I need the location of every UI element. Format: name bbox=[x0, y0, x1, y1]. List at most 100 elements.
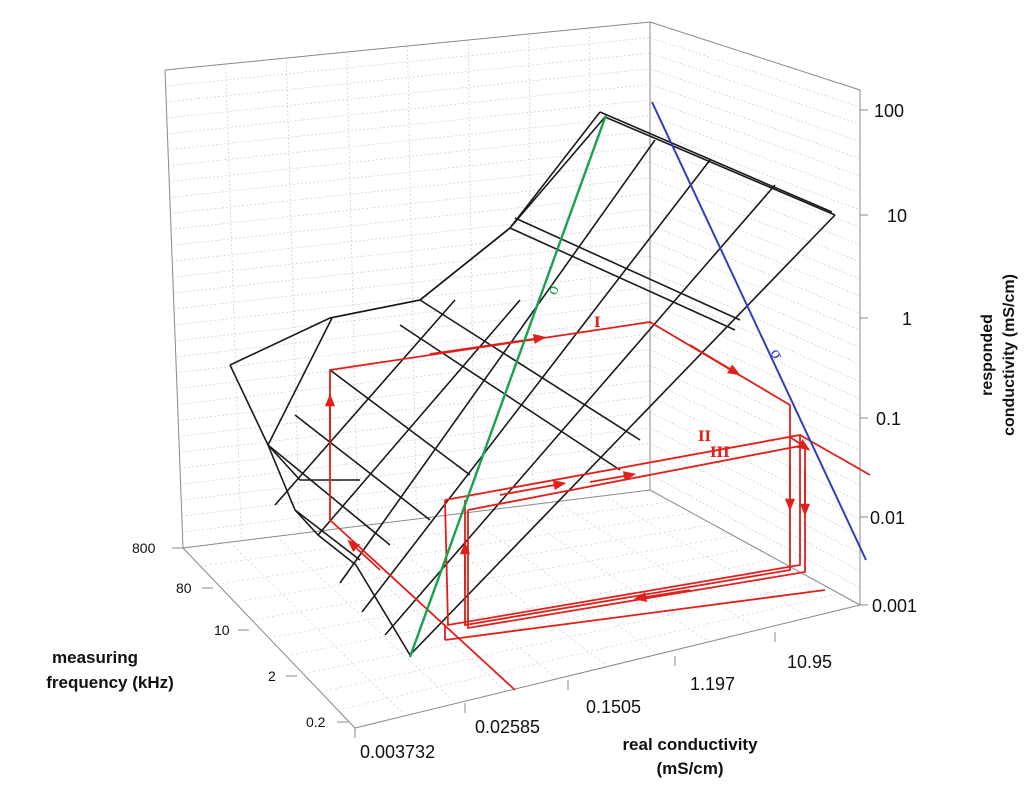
gridline bbox=[180, 427, 651, 485]
gridline bbox=[649, 99, 861, 177]
gridline bbox=[285, 57, 301, 534]
gridline bbox=[649, 442, 861, 554]
x-axis-title: (mS/cm) bbox=[656, 759, 723, 778]
gridline bbox=[169, 146, 651, 198]
gridline bbox=[463, 512, 659, 655]
gridline bbox=[166, 52, 651, 103]
gridline bbox=[649, 255, 861, 348]
gridline bbox=[176, 318, 651, 374]
z-tick-label: 0.001 bbox=[872, 596, 917, 616]
y-axis-title: measuring bbox=[52, 648, 138, 667]
gridline bbox=[346, 51, 359, 527]
gridline bbox=[167, 99, 651, 150]
surface-line bbox=[339, 139, 656, 584]
surface-line bbox=[294, 509, 361, 561]
gridline bbox=[200, 501, 672, 567]
gridline bbox=[649, 224, 861, 314]
path-arrow bbox=[429, 333, 547, 355]
surface-line bbox=[329, 369, 471, 476]
floor-gridlines bbox=[200, 495, 840, 716]
z-tick-label: 0.1 bbox=[876, 409, 901, 429]
gridline bbox=[181, 458, 651, 517]
gridline bbox=[251, 535, 735, 621]
gridline bbox=[276, 536, 457, 704]
gridline bbox=[649, 286, 861, 383]
x-axis-ticks: 0.003732 0.02585 0.1505 1.197 10.95 bbox=[354, 632, 832, 762]
gridline bbox=[649, 364, 861, 468]
gridline bbox=[178, 380, 651, 437]
gridline bbox=[649, 130, 861, 211]
y-tick-label: 800 bbox=[132, 540, 156, 556]
gridline bbox=[649, 208, 861, 297]
z-tick-label: 100 bbox=[874, 101, 904, 121]
path-arrow bbox=[589, 471, 637, 483]
path-segment bbox=[444, 589, 826, 641]
y-tick-label: 2 bbox=[268, 668, 276, 684]
gridline bbox=[649, 427, 861, 537]
surface-line bbox=[267, 444, 391, 546]
path-arrow bbox=[689, 344, 741, 376]
gridline bbox=[337, 593, 840, 711]
surface-edge bbox=[409, 214, 836, 656]
path-segment bbox=[444, 433, 801, 627]
surface-line bbox=[317, 299, 521, 536]
path-label-1: I bbox=[594, 315, 601, 331]
gridline bbox=[169, 130, 651, 182]
z-tick-label: 10 bbox=[887, 206, 907, 226]
path-label-3: III bbox=[710, 445, 730, 461]
gridline bbox=[649, 37, 861, 108]
path-arrow bbox=[633, 589, 691, 602]
surface-line bbox=[419, 299, 641, 441]
gridline bbox=[589, 27, 592, 498]
gridline bbox=[467, 39, 476, 512]
path-arrow bbox=[347, 539, 381, 571]
x-tick-label: 1.197 bbox=[690, 674, 735, 694]
surface-line bbox=[274, 299, 456, 506]
gridline bbox=[179, 411, 651, 469]
x-tick-label: 0.1505 bbox=[586, 697, 641, 717]
process-path bbox=[324, 321, 871, 691]
gridline bbox=[165, 37, 651, 87]
gridline bbox=[217, 512, 693, 585]
surface-line bbox=[294, 414, 431, 521]
gridline bbox=[649, 318, 861, 417]
gridline bbox=[416, 518, 608, 667]
gridline bbox=[649, 240, 861, 331]
surface-line bbox=[384, 184, 776, 636]
x-tick-label: 10.95 bbox=[787, 652, 832, 672]
blue-line-label: σ bbox=[766, 345, 787, 363]
gridline bbox=[649, 193, 861, 280]
gridline bbox=[166, 68, 651, 119]
gridline bbox=[179, 396, 651, 453]
surface-line bbox=[509, 227, 736, 331]
path-segment bbox=[329, 321, 791, 627]
gridline bbox=[178, 364, 651, 421]
gridline bbox=[649, 458, 861, 571]
gridline bbox=[322, 530, 507, 692]
y-axis-ticks: 800 80 10 2 0.2 bbox=[132, 540, 348, 730]
gridline bbox=[649, 411, 861, 520]
gridline bbox=[175, 302, 651, 358]
z-tick-label: 1 bbox=[902, 309, 912, 329]
surface-line bbox=[267, 444, 360, 481]
surface-line bbox=[399, 324, 621, 471]
wall-gridlines bbox=[165, 27, 861, 589]
path-arrow bbox=[789, 436, 811, 451]
gridline bbox=[225, 63, 242, 541]
x-axis-title: real conductivity bbox=[622, 735, 758, 754]
z-axis-title: responded bbox=[979, 314, 996, 396]
surface-line bbox=[599, 111, 833, 213]
surface-edge bbox=[229, 116, 606, 366]
surface-line bbox=[514, 217, 741, 321]
surface-line bbox=[329, 111, 601, 319]
surface-line bbox=[361, 159, 711, 613]
gridline bbox=[229, 541, 406, 716]
y-tick-label: 0.2 bbox=[306, 714, 326, 730]
gridline bbox=[649, 115, 861, 194]
z-axis-title: conductivity (mS/cm) bbox=[1001, 274, 1018, 436]
gridline bbox=[603, 495, 810, 618]
x-tick-label: 0.02585 bbox=[475, 717, 540, 737]
y-tick-label: 80 bbox=[176, 580, 192, 596]
gridline bbox=[182, 474, 651, 533]
